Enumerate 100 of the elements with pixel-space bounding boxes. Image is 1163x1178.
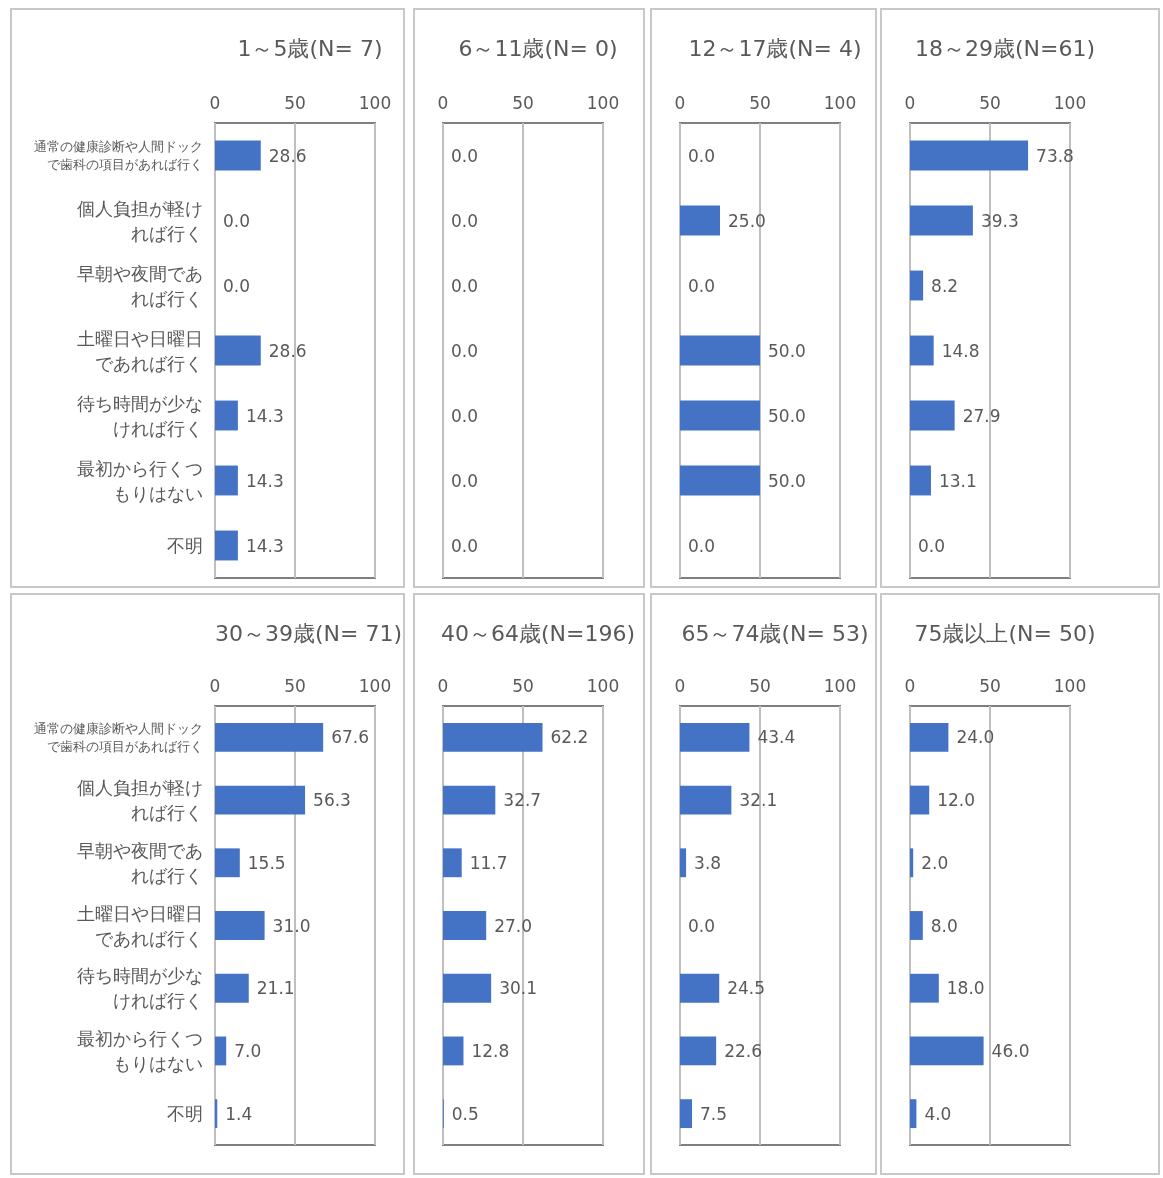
data-label: 0.5	[451, 1103, 479, 1124]
data-label: 50.0	[768, 405, 806, 426]
bar	[910, 1099, 917, 1129]
x-tick-label: 50	[979, 675, 1001, 696]
data-label: 24.0	[956, 727, 995, 748]
bar	[680, 848, 687, 878]
bar	[910, 973, 939, 1003]
bar	[443, 1036, 464, 1066]
bar	[680, 1099, 692, 1129]
bar	[910, 335, 934, 366]
data-label: 25.0	[728, 210, 766, 231]
bar	[215, 848, 240, 878]
bar	[910, 848, 914, 878]
bar	[443, 722, 543, 752]
data-label: 12.0	[937, 790, 976, 811]
bar	[443, 785, 496, 815]
data-label: 1.4	[225, 1103, 253, 1124]
x-tick-label: 100	[358, 92, 392, 113]
x-tick-label: 100	[586, 675, 620, 696]
x-tick-label: 50	[512, 92, 534, 113]
data-label: 8.0	[930, 915, 958, 936]
data-label: 15.5	[247, 852, 286, 873]
y-tick-label: 最初から行くつもりはない	[77, 457, 203, 504]
x-tick-label: 100	[586, 92, 620, 113]
y-tick-label: 待ち時間が少なければ行く	[77, 965, 203, 1012]
chart-title: 18～29歳(N=61)	[914, 35, 1096, 61]
data-label: 30.1	[499, 978, 538, 999]
chart-title: 12～17歳(N= 4)	[688, 35, 862, 61]
chart-title: 6～11歳(N= 0)	[458, 35, 618, 61]
data-label: 24.5	[727, 978, 766, 999]
bar	[215, 1036, 227, 1066]
data-label: 21.1	[256, 978, 295, 999]
bar	[215, 973, 249, 1003]
bar	[910, 270, 924, 301]
x-tick-label: 100	[823, 675, 857, 696]
bar	[215, 911, 265, 940]
data-label: 7.5	[700, 1103, 728, 1124]
data-label: 67.6	[331, 727, 370, 748]
data-label: 18.0	[946, 978, 985, 999]
data-label: 28.6	[268, 145, 307, 166]
data-label: 4.0	[924, 1103, 952, 1124]
x-tick-label: 0	[904, 675, 916, 696]
chart-title: 30～39歳(N= 71)	[214, 620, 403, 646]
chart-title: 40～64歳(N=196)	[440, 620, 636, 646]
bar	[910, 722, 949, 752]
bar	[910, 205, 973, 236]
y-tick-label: 通常の健康診断や人間ドックで歯科の項目があれば行く	[34, 139, 203, 172]
x-tick-label: 0	[437, 675, 449, 696]
data-label: 50.0	[768, 340, 806, 361]
y-tick-label: 土曜日や日曜日であれば行く	[77, 327, 203, 374]
data-label: 14.3	[245, 405, 284, 426]
data-label: 7.0	[234, 1040, 262, 1061]
bar	[215, 785, 306, 815]
data-label: 14.3	[245, 535, 284, 556]
data-label: 22.6	[724, 1040, 763, 1061]
bar	[215, 722, 324, 752]
data-label: 13.1	[938, 470, 977, 491]
y-tick-label: 個人負担が軽ければ行く	[77, 197, 203, 244]
data-label: 43.4	[757, 727, 796, 748]
data-label: 0.0	[688, 275, 716, 296]
x-tick-label: 100	[1053, 675, 1087, 696]
bar	[443, 848, 462, 878]
x-tick-label: 0	[437, 92, 449, 113]
bar	[910, 400, 955, 431]
data-label: 0.0	[688, 145, 716, 166]
data-label: 11.7	[469, 852, 508, 873]
data-label: 31.0	[272, 915, 311, 936]
x-tick-label: 50	[749, 92, 771, 113]
data-label: 12.8	[471, 1040, 510, 1061]
bar	[910, 465, 931, 496]
data-label: 0.0	[451, 470, 479, 491]
data-label: 27.0	[494, 915, 533, 936]
data-label: 0.0	[688, 915, 716, 936]
data-label: 73.8	[1036, 145, 1074, 166]
data-label: 0.0	[918, 535, 946, 556]
x-tick-label: 0	[209, 675, 221, 696]
chart-title: 65～74歳(N= 53)	[681, 620, 869, 646]
data-label: 0.0	[451, 535, 479, 556]
bar	[910, 1036, 984, 1066]
bar	[443, 911, 487, 940]
x-tick-label: 100	[1053, 92, 1087, 113]
data-label: 28.6	[268, 340, 307, 361]
data-label: 0.0	[451, 340, 479, 361]
data-label: 32.1	[739, 790, 778, 811]
x-tick-label: 50	[284, 675, 306, 696]
data-label: 0.0	[451, 405, 479, 426]
x-tick-label: 50	[284, 92, 306, 113]
bar	[680, 1036, 717, 1066]
data-label: 0.0	[451, 210, 479, 231]
data-label: 0.0	[451, 275, 479, 296]
y-tick-label: 土曜日や日曜日であれば行く	[77, 902, 203, 949]
bar	[680, 785, 732, 815]
bar	[680, 722, 750, 752]
x-tick-label: 0	[904, 92, 916, 113]
x-tick-label: 50	[979, 92, 1001, 113]
y-tick-label: 不明	[167, 535, 203, 556]
x-tick-label: 100	[358, 675, 392, 696]
x-tick-label: 100	[823, 92, 857, 113]
data-label: 39.3	[980, 210, 1019, 231]
data-label: 8.2	[931, 275, 959, 296]
